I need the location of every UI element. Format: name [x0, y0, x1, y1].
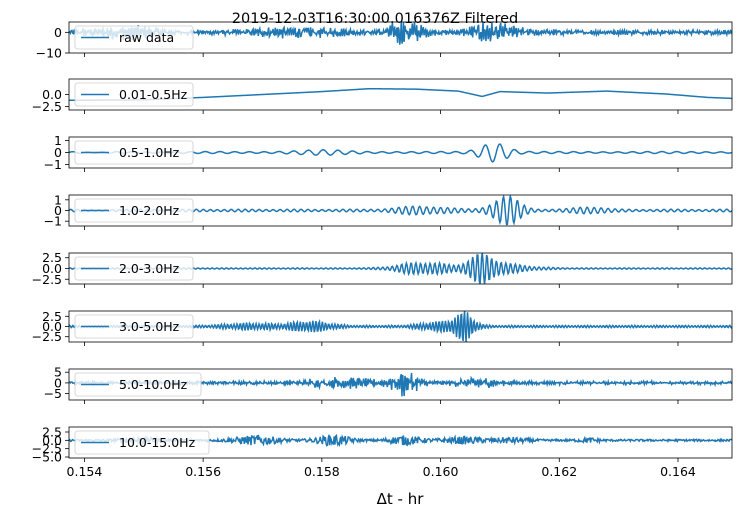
legend-box-1 [74, 25, 194, 50]
legend-box-6 [74, 314, 194, 339]
y-tick-label-1-2: −10 [36, 46, 62, 61]
legend-box-3 [74, 140, 194, 165]
y-tick-label-6-1: 2.5 [42, 309, 62, 324]
y-tick-label-4-1: 1 [54, 192, 62, 207]
y-tick-label-2-2: −2.5 [32, 99, 62, 114]
subplot-2: 0.0−2.5 0.01-0.5Hz [32, 78, 733, 114]
subplot-4: 10−1 1.0-2.0Hz [44, 192, 733, 230]
x-tick-label-5: 0.162 [541, 464, 577, 479]
subplot-5: 2.50.0−2.5 2.0-3.0Hz [32, 250, 733, 288]
y-tick-label-5-3: −2.5 [32, 272, 62, 287]
legend-label-4: 1.0-2.0Hz [119, 203, 180, 218]
y-tick-label-6-3: −2.5 [32, 329, 62, 344]
legend-box-2 [74, 82, 194, 107]
y-tick-label-3-2: 0 [54, 145, 62, 160]
axes-frame-1 [68, 21, 733, 54]
subplot-8: 2.50.0−2.5−5.0 10.0-15.0Hz [32, 425, 733, 465]
y-tick-label-5-2: 0.0 [42, 261, 62, 276]
subplot-7: 50−5 5.0-10.0Hz [44, 365, 733, 404]
y-tick-label-7-3: −5 [44, 386, 62, 401]
x-axis-label: Δt - hr [377, 490, 425, 508]
y-tick-label-7-2: 0 [54, 375, 62, 390]
x-tick-label-6: 0.164 [660, 464, 696, 479]
legend-box-8 [74, 430, 210, 455]
legend-1: raw data [74, 25, 194, 50]
y-tick-label-8-1: 2.5 [42, 425, 62, 440]
legend-label-8: 10.0-15.0Hz [119, 435, 196, 450]
legend-7: 5.0-10.0Hz [74, 372, 202, 397]
y-tick-label-2-1: 0.0 [42, 87, 62, 102]
y-tick-label-1-1: 0 [54, 25, 62, 40]
subplot-3: 10−1 0.5-1.0Hz [44, 133, 733, 172]
y-tick-label-5-1: 2.5 [42, 250, 62, 265]
legend-4: 1.0-2.0Hz [74, 198, 194, 223]
y-tick-label-4-3: −1 [44, 214, 62, 229]
legend-label-5: 2.0-3.0Hz [119, 261, 180, 276]
legend-5: 2.0-3.0Hz [74, 256, 194, 281]
legend-box-5 [74, 256, 194, 281]
x-tick-label-1: 0.154 [67, 464, 103, 479]
legend-8: 10.0-15.0Hz [74, 430, 210, 455]
legend-label-2: 0.01-0.5Hz [119, 87, 188, 102]
y-tick-label-8-4: −5.0 [32, 450, 62, 465]
legend-2: 0.01-0.5Hz [74, 82, 194, 107]
legend-label-7: 5.0-10.0Hz [119, 377, 188, 392]
x-tick-label-4: 0.160 [423, 464, 459, 479]
y-tick-label-8-3: −2.5 [32, 441, 62, 456]
y-tick-label-8-2: 0.0 [42, 433, 62, 448]
x-tick-label-3: 0.158 [304, 464, 340, 479]
legend-6: 3.0-5.0Hz [74, 314, 194, 339]
legend-label-1: raw data [119, 30, 174, 45]
axes-frame-8 [68, 426, 733, 459]
subplot-1: 0 −10 raw data [36, 21, 733, 61]
y-tick-label-7-1: 5 [54, 365, 62, 380]
legend-box-7 [74, 372, 202, 397]
figure-title: 2019-12-03T16:30:00.016376Z Filtered [232, 11, 518, 27]
legend-3: 0.5-1.0Hz [74, 140, 194, 165]
legend-label-3: 0.5-1.0Hz [119, 145, 180, 160]
x-tick-label-2: 0.156 [185, 464, 221, 479]
y-tick-label-6-2: 0.0 [42, 319, 62, 334]
y-tick-label-3-3: −1 [44, 157, 62, 172]
y-tick-label-3-1: 1 [54, 133, 62, 148]
y-tick-label-4-2: 0 [54, 203, 62, 218]
legend-label-6: 3.0-5.0Hz [119, 319, 180, 334]
legend-box-4 [74, 198, 194, 223]
axes-frame-7 [68, 368, 733, 401]
subplot-6: 2.50.0−2.5 3.0-5.0Hz [32, 309, 733, 346]
